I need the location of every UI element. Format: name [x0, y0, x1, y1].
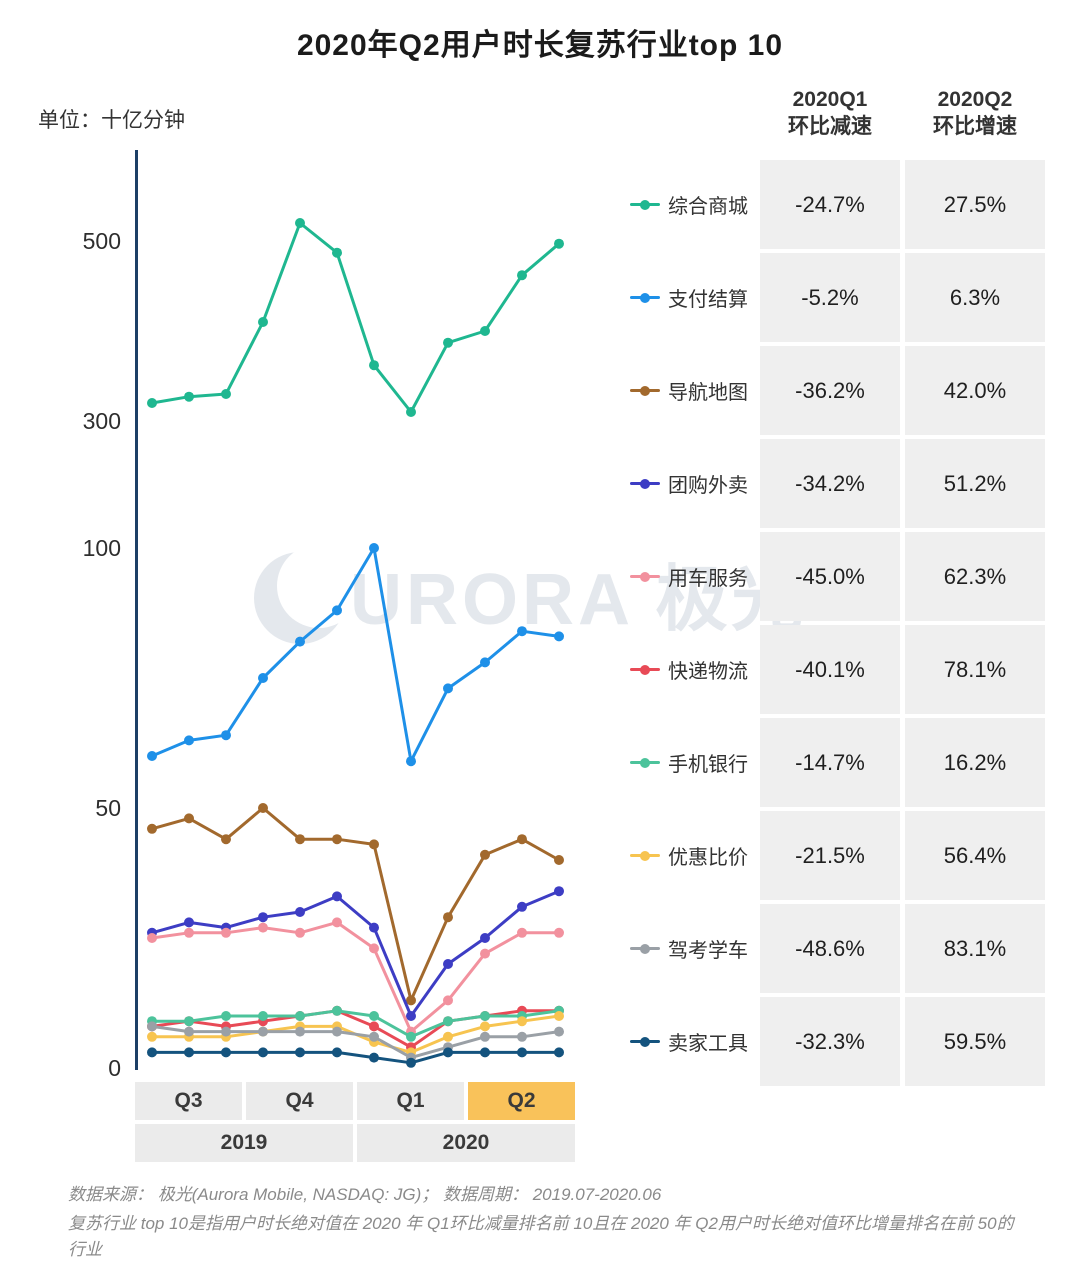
legend-item[interactable]: 卖家工具 [600, 997, 760, 1086]
series-marker-icon [630, 478, 660, 489]
q1-decline-value: -5.2% [760, 253, 900, 342]
q1-decline-value: -45.0% [760, 532, 900, 621]
page-title: 2020年Q2用户时长复苏行业top 10 [296, 29, 784, 62]
x-axis-years: 2019 2020 [135, 1124, 575, 1162]
series-label: 手机银行 [668, 754, 748, 776]
header-line: 2020Q1 [792, 88, 868, 111]
q2-growth-value: 59.5% [905, 997, 1045, 1086]
table-header-2020q1: 2020Q1 环比减速 [760, 86, 900, 140]
q1-decline-value: -40.1% [760, 625, 900, 714]
q2-growth-value: 51.2% [905, 439, 1045, 528]
table-row: 综合商城 -24.7% 27.5% [600, 160, 1045, 249]
series-label: 驾考学车 [668, 940, 748, 962]
series-marker-icon [630, 571, 660, 582]
series-label: 支付结算 [668, 289, 748, 311]
series-label: 团购外卖 [668, 475, 748, 497]
table-header-2020q2: 2020Q2 环比增速 [905, 86, 1045, 140]
table-row: 导航地图 -36.2% 42.0% [600, 346, 1045, 435]
series-label: 用车服务 [668, 568, 748, 590]
header-line: 环比减速 [788, 115, 872, 138]
series-marker-icon [630, 1036, 660, 1047]
x-axis-quarter-label: Q2 [468, 1082, 575, 1120]
q1-decline-value: -24.7% [760, 160, 900, 249]
q2-growth-value: 6.3% [905, 253, 1045, 342]
series-label: 快递物流 [668, 661, 748, 683]
header-line: 环比增速 [933, 115, 1017, 138]
q2-growth-value: 16.2% [905, 718, 1045, 807]
q2-growth-value: 27.5% [905, 160, 1045, 249]
legend-item[interactable]: 快递物流 [600, 625, 760, 714]
unit-label: 单位：十亿分钟 [38, 109, 185, 132]
footnote: 复苏行业 top 10是指用户时长绝对值在 2020 年 Q1环比减量排名前 1… [68, 1214, 1014, 1260]
x-axis-quarter-label: Q1 [357, 1082, 464, 1120]
q1-decline-value: -32.3% [760, 997, 900, 1086]
series-marker-icon [630, 943, 660, 954]
q1-decline-value: -14.7% [760, 718, 900, 807]
svg-text:0: 0 [108, 1055, 121, 1081]
q2-growth-value: 62.3% [905, 532, 1045, 621]
series-marker-icon [630, 664, 660, 675]
q2-growth-value: 78.1% [905, 625, 1045, 714]
x-axis-year-label: 2020 [357, 1124, 575, 1162]
q2-growth-value: 42.0% [905, 346, 1045, 435]
series-marker-icon [630, 850, 660, 861]
series-label: 优惠比价 [668, 847, 748, 869]
legend-item[interactable]: 优惠比价 [600, 811, 760, 900]
legend-item[interactable]: 团购外卖 [600, 439, 760, 528]
series-marker-icon [630, 292, 660, 303]
legend-item[interactable]: 驾考学车 [600, 904, 760, 993]
table-row: 手机银行 -14.7% 16.2% [600, 718, 1045, 807]
svg-text:300: 300 [83, 408, 121, 434]
table-row: 卖家工具 -32.3% 59.5% [600, 997, 1045, 1086]
q1-decline-value: -48.6% [760, 904, 900, 993]
series-label: 导航地图 [668, 382, 748, 404]
legend-item[interactable]: 支付结算 [600, 253, 760, 342]
series-label: 综合商城 [668, 196, 748, 218]
series-marker-icon [630, 385, 660, 396]
legend-item[interactable]: 手机银行 [600, 718, 760, 807]
q2-growth-value: 83.1% [905, 904, 1045, 993]
table-row: 用车服务 -45.0% 62.3% [600, 532, 1045, 621]
legend-item[interactable]: 导航地图 [600, 346, 760, 435]
q1-decline-value: -36.2% [760, 346, 900, 435]
q1-decline-value: -34.2% [760, 439, 900, 528]
svg-text:500: 500 [83, 228, 121, 254]
x-axis-quarter-label: Q4 [246, 1082, 353, 1120]
legend-item[interactable]: 综合商城 [600, 160, 760, 249]
series-table: 综合商城 -24.7% 27.5% 支付结算 -5.2% 6.3% 导航地图 -36.2% 42… [600, 160, 1045, 1090]
table-row: 优惠比价 -21.5% 56.4% [600, 811, 1045, 900]
table-row: 团购外卖 -34.2% 51.2% [600, 439, 1045, 528]
data-source-note: 数据来源： 极光(Aurora Mobile, NASDAQ: JG)； 数据周… [68, 1185, 662, 1204]
x-axis-quarters: Q3 Q4 Q1 Q2 [135, 1082, 575, 1120]
header-line: 2020Q2 [937, 88, 1013, 111]
x-axis-quarter-label: Q3 [135, 1082, 242, 1120]
q1-decline-value: -21.5% [760, 811, 900, 900]
svg-text:50: 50 [95, 795, 121, 821]
x-axis-year-label: 2019 [135, 1124, 353, 1162]
legend-item[interactable]: 用车服务 [600, 532, 760, 621]
table-row: 快递物流 -40.1% 78.1% [600, 625, 1045, 714]
table-row: 支付结算 -5.2% 6.3% [600, 253, 1045, 342]
series-label: 卖家工具 [668, 1033, 748, 1055]
table-row: 驾考学车 -48.6% 83.1% [600, 904, 1045, 993]
series-marker-icon [630, 199, 660, 210]
series-marker-icon [630, 757, 660, 768]
svg-text:100: 100 [83, 535, 121, 561]
q2-growth-value: 56.4% [905, 811, 1045, 900]
